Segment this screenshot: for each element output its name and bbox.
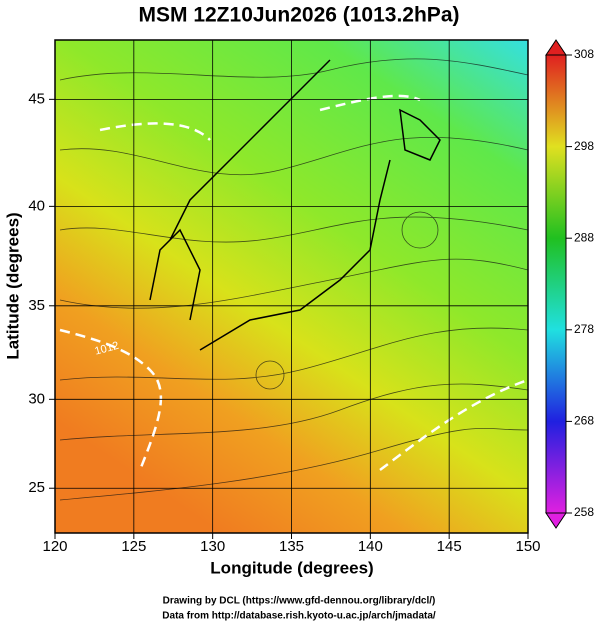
x-axis-label: Longitude (degrees) xyxy=(210,558,373,577)
streamlines xyxy=(59,58,528,501)
colorbar-tick-label: 268 xyxy=(574,414,594,428)
coastlines xyxy=(149,59,441,351)
footer-line: Drawing by DCL (https://www.gfd-dennou.o… xyxy=(163,596,436,607)
y-tick-label: 25 xyxy=(28,479,45,496)
y-tick-label: 35 xyxy=(28,297,45,314)
colorbar-tick-label: 308 xyxy=(574,47,594,61)
colorbar-bottom-arrow xyxy=(545,512,567,529)
colorbar-tick-label: 278 xyxy=(574,322,594,336)
x-tick-label: 125 xyxy=(121,538,146,555)
y-tick-label: 45 xyxy=(28,90,45,107)
footer-line: Data from http://database.rish.kyoto-u.a… xyxy=(162,611,436,622)
y-axis-label: Latitude (degrees) xyxy=(3,212,22,359)
x-tick-label: 135 xyxy=(279,538,304,555)
x-tick-label: 145 xyxy=(437,538,462,555)
colorbar-tick-label: 258 xyxy=(574,505,594,519)
x-tick-label: 140 xyxy=(358,538,383,555)
y-tick-label: 30 xyxy=(28,390,45,407)
colorbar-tick-label: 298 xyxy=(574,139,594,153)
x-tick-label: 120 xyxy=(42,538,67,555)
title: MSM 12Z10Jun2026 (1013.2hPa) xyxy=(139,4,460,27)
colorbar xyxy=(545,54,567,514)
y-tick-label: 40 xyxy=(28,197,45,214)
colorbar-tick-label: 288 xyxy=(574,230,594,244)
x-tick-label: 130 xyxy=(200,538,225,555)
colorbar-top-arrow xyxy=(545,39,567,56)
x-tick-label: 150 xyxy=(515,538,540,555)
isobars xyxy=(59,94,528,471)
